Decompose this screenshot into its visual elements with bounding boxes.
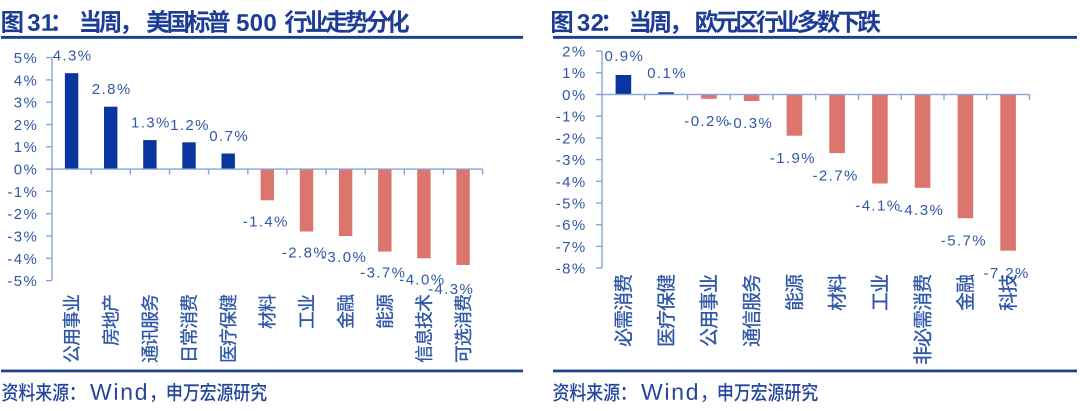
- svg-text:-2%: -2%: [7, 206, 38, 223]
- svg-text:1.3%: 1.3%: [131, 115, 171, 132]
- svg-text:-4%: -4%: [7, 251, 38, 268]
- svg-text:-5%: -5%: [556, 195, 587, 212]
- svg-text:2.8%: 2.8%: [92, 81, 132, 98]
- svg-text:1%: 1%: [14, 139, 38, 156]
- svg-text:-7.2%: -7.2%: [984, 265, 1030, 282]
- svg-text:-3.7%: -3.7%: [360, 265, 406, 282]
- svg-text:-3%: -3%: [7, 228, 38, 245]
- svg-text:-2.8%: -2.8%: [282, 245, 328, 262]
- svg-text:-4.1%: -4.1%: [855, 198, 901, 215]
- svg-text:-4.3%: -4.3%: [898, 202, 944, 219]
- svg-text:-5%: -5%: [7, 273, 38, 290]
- svg-text:0.1%: 0.1%: [647, 65, 687, 82]
- svg-text:-0.3%: -0.3%: [727, 115, 773, 132]
- svg-text:-8%: -8%: [556, 261, 587, 278]
- svg-text:-2.7%: -2.7%: [813, 167, 859, 184]
- svg-text:-3.0%: -3.0%: [321, 249, 367, 266]
- svg-text:1.2%: 1.2%: [170, 117, 210, 134]
- svg-text:-1.4%: -1.4%: [243, 213, 289, 230]
- svg-text:0%: 0%: [14, 162, 38, 179]
- svg-text:0%: 0%: [562, 87, 586, 104]
- svg-text:4%: 4%: [14, 72, 38, 89]
- svg-text:0.7%: 0.7%: [209, 128, 249, 145]
- svg-text:2%: 2%: [562, 44, 586, 61]
- svg-text:3%: 3%: [14, 95, 38, 112]
- svg-text:4.3%: 4.3%: [53, 48, 93, 65]
- svg-text:-7%: -7%: [556, 239, 587, 256]
- svg-text:-2%: -2%: [556, 130, 587, 147]
- svg-text:5%: 5%: [14, 50, 38, 67]
- svg-text:-1.9%: -1.9%: [770, 150, 816, 167]
- svg-text:-1%: -1%: [556, 109, 587, 126]
- svg-text:-4%: -4%: [556, 174, 587, 191]
- svg-text:-4.0%: -4.0%: [399, 271, 445, 288]
- svg-text:-1%: -1%: [7, 184, 38, 201]
- svg-text:2%: 2%: [14, 117, 38, 134]
- svg-text:0.9%: 0.9%: [605, 48, 645, 65]
- svg-text:-3%: -3%: [556, 152, 587, 169]
- svg-text:-4.3%: -4.3%: [428, 281, 474, 298]
- svg-text:1%: 1%: [562, 65, 586, 82]
- svg-text:-5.7%: -5.7%: [941, 232, 987, 249]
- svg-text:-0.2%: -0.2%: [684, 113, 730, 130]
- svg-text:-6%: -6%: [556, 217, 587, 234]
